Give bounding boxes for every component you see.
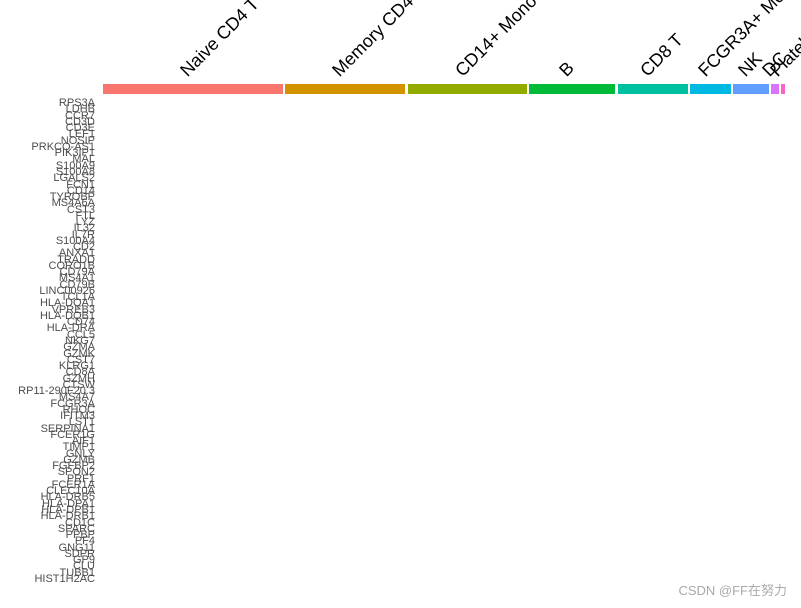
gene-label: NOSIP (60, 134, 95, 147)
gene-label: CD3E (65, 122, 95, 135)
gene-label: IL32 (73, 222, 95, 235)
gene-label: FCER1G (50, 428, 95, 441)
annotation-nk (733, 84, 769, 94)
gene-label: HIST1H2AC (34, 572, 95, 585)
gene-label: CD79B (59, 278, 95, 291)
gene-label: CD1C (65, 516, 95, 529)
gene-label: PPBP (65, 529, 95, 542)
gene-label: GZMH (62, 372, 95, 385)
annotation-fcgr3a-mono (690, 84, 731, 94)
gene-label: RP11-290F20.3 (18, 385, 95, 398)
gene-label: FCN1 (66, 178, 95, 191)
annotation-cd8-t (618, 84, 688, 94)
group-label: CD8 T (636, 29, 687, 81)
gene-label: S100A9 (55, 159, 95, 172)
gene-label: NKG7 (65, 335, 95, 347)
gene-label: HLA-DRB1 (40, 510, 95, 523)
annotation-b (529, 84, 615, 94)
gene-label: MS4A6A (51, 197, 95, 210)
annotation-cd14-mono (408, 84, 527, 94)
gene-label: CLEC10A (46, 485, 95, 498)
gene-label: SDPR (64, 547, 95, 560)
gene-label: LYZ (75, 216, 95, 229)
gene-label: FTL (75, 209, 95, 222)
gene-label: GZMB (63, 453, 95, 466)
annotation-dc (771, 84, 779, 94)
gene-label: LINC00926 (39, 284, 95, 297)
watermark: CSDN @FF在努力 (678, 583, 787, 598)
gene-label: LDHB (65, 103, 95, 116)
gene-label: S100A4 (55, 234, 95, 247)
gene-label: ANXA1 (58, 247, 95, 260)
gene-label: SPON2 (57, 466, 95, 479)
gene-label: PF4 (74, 535, 95, 548)
gene-label: IFITM3 (60, 410, 95, 423)
gene-label: GP9 (72, 554, 95, 567)
group-label: Naive CD4 T (176, 0, 263, 81)
gene-label: PRF1 (66, 472, 95, 485)
gene-label: LST1 (68, 416, 95, 429)
gene-label: CD8A (65, 366, 95, 379)
gene-label: RPS3A (58, 97, 95, 110)
gene-label: CD2 (72, 241, 95, 254)
gene-label: FCER1A (51, 478, 95, 491)
gene-label: FCGR3A (50, 397, 95, 410)
gene-label: TIMP1 (62, 441, 95, 454)
gene-label: CTSW (62, 378, 95, 391)
gene-label: S100A8 (55, 165, 95, 178)
gene-label: RHOC (62, 403, 95, 416)
gene-label: CORO1B (48, 259, 95, 272)
gene-label: CLU (72, 560, 95, 573)
gene-label: MAL (72, 153, 95, 166)
gene-label: CD79A (59, 266, 95, 279)
gene-label: HLA-DRA (46, 322, 95, 335)
gene-label: GNLY (65, 447, 95, 460)
gene-label: CD14 (66, 184, 95, 197)
gene-label: PRKCQ-AS1 (31, 140, 95, 153)
gene-label: KLRG1 (58, 360, 95, 373)
annotation-naive-cd4-t (103, 84, 283, 94)
annotation-platelet (781, 84, 785, 94)
gene-label: SPARC (57, 522, 95, 535)
gene-label: FGFBP2 (52, 460, 95, 473)
gene-label: GZMA (63, 341, 95, 354)
gene-label: HLA-DPA1 (42, 497, 95, 510)
gene-label: TRADD (57, 253, 95, 266)
gene-label: HLA-DQA1 (39, 297, 95, 310)
gene-label: TUBB1 (59, 566, 95, 579)
group-label: Memory CD4 T (328, 0, 429, 81)
gene-label: HLA-DQB1 (39, 309, 95, 322)
gene-label: HLA-DRB5 (40, 491, 95, 504)
gene-label: TYROBP (49, 191, 95, 204)
gene-label: CCL5 (66, 328, 95, 341)
gene-label: MS4A1 (58, 272, 95, 285)
gene-label: CCR7 (65, 109, 95, 122)
gene-label: CD3D (65, 115, 95, 128)
gene-label: CST3 (66, 203, 95, 216)
gene-label: HLA-DPB1 (41, 504, 95, 516)
annotation-memory-cd4-t (285, 84, 405, 94)
group-label: CD14+ Mono (450, 0, 541, 81)
gene-label: GZMK (63, 347, 95, 360)
gene-label: AIF1 (71, 435, 95, 448)
gene-label: LEF1 (68, 128, 95, 141)
gene-label: GNG11 (58, 541, 95, 554)
gene-label: SERPINA1 (40, 422, 95, 435)
gene-label: LGALS2 (53, 172, 95, 185)
gene-label: IL7R (71, 228, 95, 241)
gene-label: VPREB3 (51, 303, 95, 316)
group-label: B (555, 57, 578, 81)
gene-label: CD74 (66, 316, 95, 329)
gene-label: TCL1A (60, 291, 95, 304)
gene-label: MS4A7 (58, 391, 95, 404)
gene-label: PIK3IP1 (54, 147, 95, 160)
gene-label: CST7 (66, 353, 95, 366)
